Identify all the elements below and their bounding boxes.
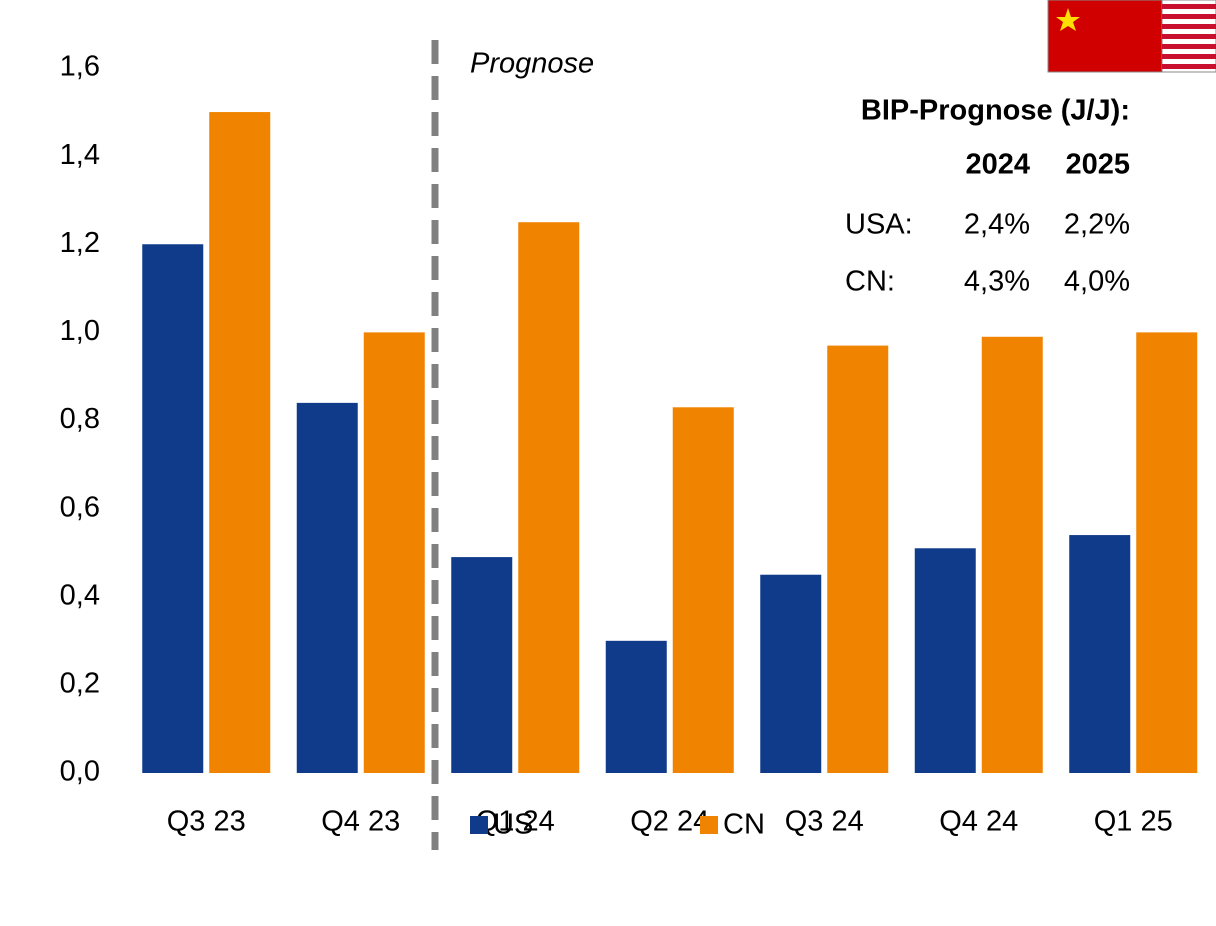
bar (827, 345, 889, 773)
bar (209, 112, 271, 773)
x-tick-label: Q2 24 (630, 806, 709, 838)
y-tick-label: 1,2 (60, 227, 100, 259)
annotation: Prognose (470, 48, 594, 80)
table-row-label: CN: (845, 266, 895, 298)
table-column: 2024 (965, 149, 1030, 181)
x-tick-label: Q4 23 (321, 806, 400, 838)
legend-label: CN (723, 809, 765, 841)
bar (1069, 535, 1131, 773)
bar (451, 557, 513, 773)
bar (363, 332, 425, 773)
legend-label: US (493, 809, 533, 841)
flag-star (1056, 8, 1080, 31)
y-tick-label: 0,6 (60, 491, 100, 523)
flag-stripes (1162, 4, 1216, 69)
flags (1047, 0, 1216, 73)
legend-swatch (470, 816, 488, 834)
x-tick-label: Q3 23 (167, 806, 246, 838)
bar (518, 222, 580, 773)
y-tick-label: 1,4 (60, 139, 100, 171)
x-tick-label: Q3 24 (785, 806, 864, 838)
bar (981, 336, 1043, 773)
bar (914, 548, 976, 773)
table-cell: 4,0% (1064, 266, 1130, 298)
table-cell: 4,3% (964, 266, 1030, 298)
table-title: BIP-Prognose (J/J): (861, 95, 1130, 127)
table-cell: 2,4% (964, 209, 1030, 241)
y-tick-label: 1,0 (60, 315, 100, 347)
y-tick-label: 1,6 (60, 51, 100, 83)
bar (1136, 332, 1198, 773)
table-column: 2025 (1065, 149, 1130, 181)
bar (672, 407, 734, 773)
bar (296, 402, 358, 773)
y-tick-label: 0,2 (60, 668, 100, 700)
y-tick-label: 0,8 (60, 403, 100, 435)
bar (605, 640, 667, 773)
bar (760, 574, 822, 773)
table-row-label: USA: (845, 209, 913, 241)
flag-cn (1047, 0, 1163, 73)
x-tick-label: Q4 24 (939, 806, 1018, 838)
x-tick-label: Q1 24 (476, 806, 555, 838)
table-cell: 2,2% (1064, 209, 1130, 241)
bar (142, 244, 204, 773)
y-tick-label: 0,0 (60, 756, 100, 788)
legend-swatch (700, 816, 718, 834)
y-tick-label: 0,4 (60, 579, 100, 611)
x-tick-label: Q1 25 (1094, 806, 1173, 838)
